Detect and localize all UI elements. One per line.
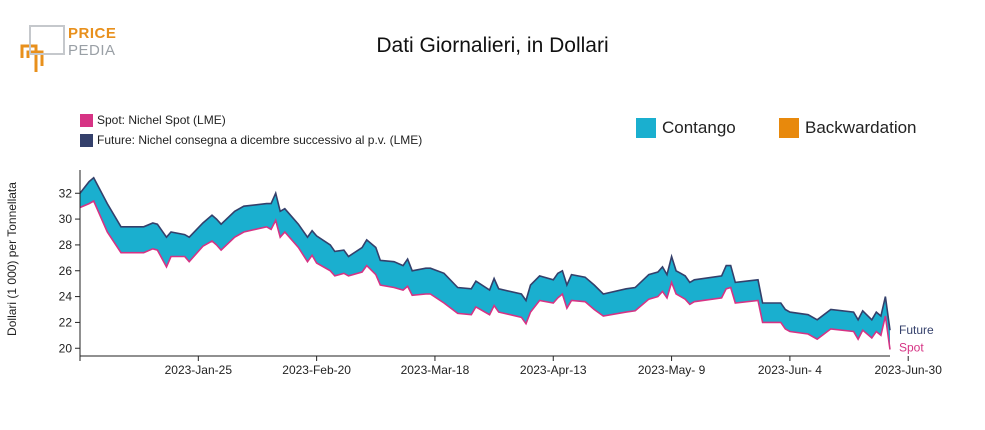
series-legend: Spot: Nichel Spot (LME) Future: Nichel c… [80,110,422,150]
legend-item-contango[interactable]: Contango [636,118,736,138]
x-tick-label: 2023-Feb-20 [282,363,351,377]
contango-band [80,177,890,350]
future-end-label: Future [899,323,934,337]
legend-swatch-spot [80,113,93,127]
y-tick-label: 32 [59,186,73,200]
y-tick-label: 22 [59,315,73,329]
x-tick-label: 2023-Mar-18 [401,363,470,377]
legend-swatch-future [80,133,93,147]
x-tick-label: 2023-Jan-25 [165,363,233,377]
x-tick-label: 2023-Jun-30 [875,363,943,377]
y-tick-label: 28 [59,238,73,252]
spot-end-label: Spot [899,341,924,355]
y-tick-label: 24 [59,290,73,304]
x-tick-label: 2023-May- 9 [638,363,706,377]
pricepedia-logo: PRICE PEDIA [18,22,128,74]
legend-label-future: Future: Nichel consegna a dicembre succe… [97,133,423,147]
logo-mark-icon [20,25,65,72]
legend-label-backwardation: Backwardation [805,118,917,137]
legend-item-spot[interactable]: Spot: Nichel Spot (LME) [80,110,422,130]
legend-item-backwardation[interactable]: Backwardation [779,118,917,138]
y-tick-label: 30 [59,212,73,226]
x-tick-label: 2023-Apr-13 [520,363,587,377]
logo-text-price: PRICE [68,25,117,42]
x-tick-label: 2023-Jun- 4 [758,363,822,377]
logo-text-pedia: PEDIA [68,42,116,59]
legend-swatch-backwardation [779,118,799,138]
chart-title: Dati Giornalieri, in Dollari [376,34,609,57]
y-tick-label: 20 [59,341,73,355]
legend-item-future[interactable]: Future: Nichel consegna a dicembre succe… [80,130,422,150]
legend-swatch-contango [636,118,656,138]
future-line [79,176,891,331]
legend-label-spot: Spot: Nichel Spot (LME) [97,113,226,127]
y-tick-label: 26 [59,264,73,278]
spot-line [79,199,891,350]
legend-label-contango: Contango [662,118,736,137]
